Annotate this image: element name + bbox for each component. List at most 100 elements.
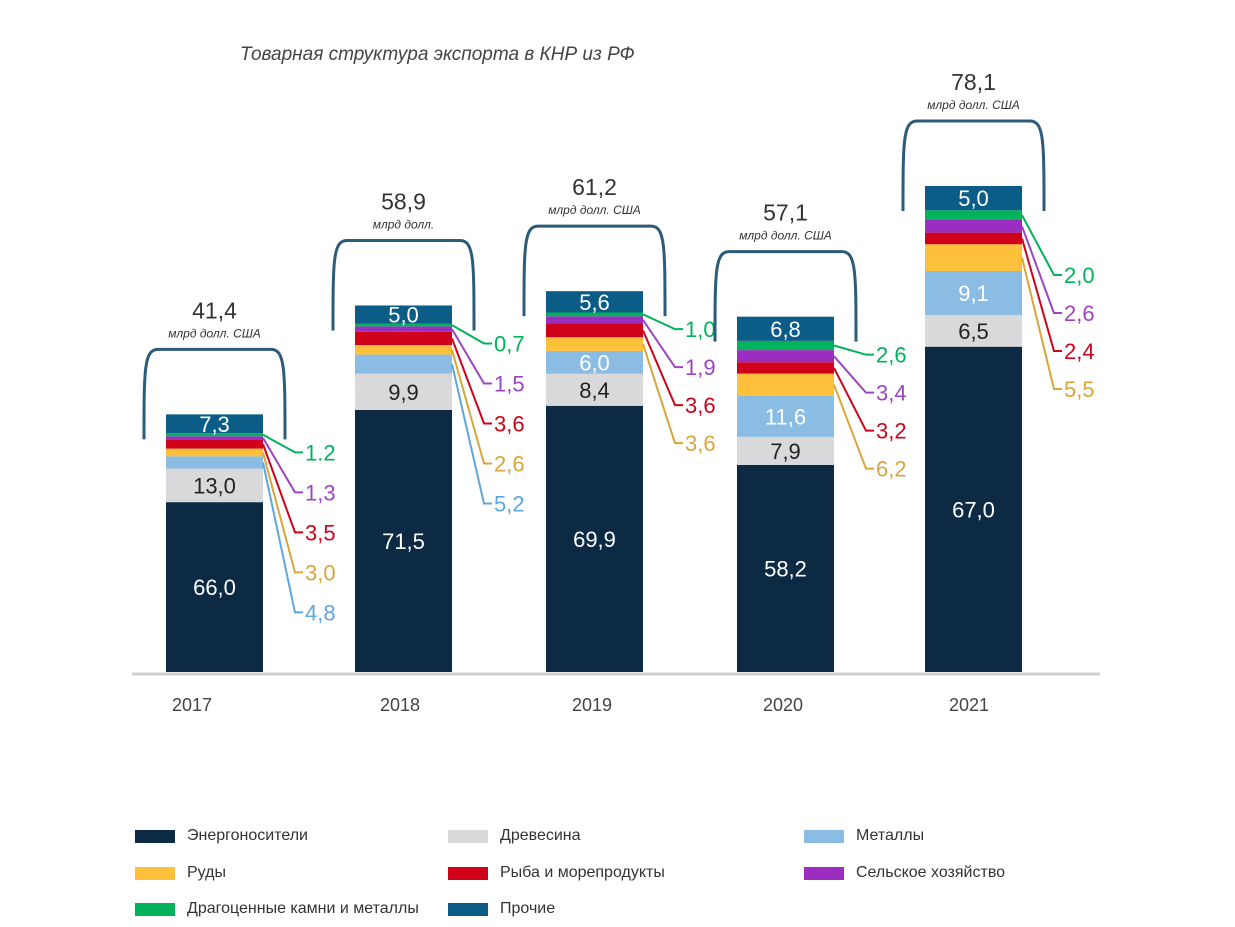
bar-segment (925, 232, 1022, 245)
x-tick-label: 2020 (763, 695, 803, 715)
callout-line (642, 313, 683, 331)
total-bracket (713, 250, 858, 342)
legend-label: Сельское хозяйство (856, 864, 1006, 881)
callout-label: 0,7 (494, 331, 525, 356)
bar-segment (925, 219, 1022, 233)
callout-label: 2,0 (1064, 263, 1095, 288)
bar-segment (737, 464, 834, 672)
legend-label: Прочие (500, 900, 556, 917)
callout-line (833, 355, 874, 394)
bar-segment (355, 409, 452, 672)
callout-label: 3,6 (685, 393, 716, 418)
total-unit: млрд долл. США (548, 203, 641, 217)
callout-label: 6,2 (876, 457, 907, 482)
callout-line (642, 343, 683, 445)
callout-label: 1,9 (685, 355, 716, 380)
x-tick-label: 2018 (380, 695, 420, 715)
total-bracket (901, 119, 1046, 212)
legend-swatch (804, 866, 844, 880)
callout-label: 2,4 (1064, 339, 1095, 364)
legend-label: Металлы (856, 827, 925, 844)
legend-swatch (135, 866, 175, 880)
callout-line (262, 437, 303, 494)
data-label: 9,1 (958, 281, 989, 306)
bar-segment (166, 433, 263, 437)
callout-label: 1,5 (494, 371, 525, 396)
bar-segment (925, 315, 1022, 347)
data-label: 69,9 (573, 527, 616, 552)
bar-segment (737, 373, 834, 396)
data-label: 8,4 (579, 378, 610, 403)
legend-item: Сельское хозяйство (804, 864, 1005, 882)
legend-label: Руды (187, 864, 226, 881)
bar-segment (355, 373, 452, 410)
callout-label: 4,8 (305, 600, 336, 625)
legend-label: Драгоценные камни и металлы (187, 900, 419, 917)
bar-segment (546, 323, 643, 338)
bar-segment (546, 350, 643, 374)
legend-swatch (448, 902, 488, 916)
total-unit: млрд долл. (373, 217, 435, 231)
data-label: 11,6 (765, 404, 806, 429)
callout-label: 3,5 (305, 520, 336, 545)
callout-label: 1,0 (685, 317, 716, 342)
callout-label: 2,6 (1064, 301, 1095, 326)
bar-segment (737, 316, 834, 341)
bar-segment (355, 345, 452, 355)
bar-segment (925, 210, 1022, 220)
bar-segment (355, 323, 452, 327)
callout-label: 3,0 (305, 560, 336, 585)
data-label: 7,3 (199, 412, 230, 437)
x-tick-label: 2019 (572, 695, 612, 715)
data-label: 13,0 (193, 473, 236, 498)
callout-label: 3,2 (876, 419, 907, 444)
bar-segment (166, 502, 263, 672)
bar-segment (546, 373, 643, 406)
legend-item: Энергоносители (135, 827, 308, 845)
data-label: 9,9 (388, 380, 419, 405)
bar-segment (737, 350, 834, 363)
total-value: 41,4 (192, 297, 237, 323)
callout-line (262, 433, 303, 454)
data-label: 5,0 (958, 186, 989, 211)
callout-line (451, 363, 492, 505)
legend-label: Рыба и морепродукты (500, 864, 665, 881)
callout-line (451, 324, 492, 345)
total-bracket (331, 238, 476, 331)
callout-line (833, 344, 874, 356)
legend-swatch (135, 829, 175, 843)
bar-segment (546, 291, 643, 313)
chart-title: Товарная структура экспорта в КНР из РФ (240, 44, 635, 65)
callout-label: 3,6 (494, 411, 525, 436)
data-label: 6,0 (579, 350, 610, 375)
data-label: 6,5 (958, 319, 989, 344)
data-label: 5,0 (388, 303, 419, 328)
callout-line (451, 349, 492, 465)
data-label: 67,0 (952, 497, 995, 522)
legend-swatch (448, 866, 488, 880)
callout-line (1021, 238, 1062, 352)
bar-segment (546, 312, 643, 317)
total-unit: млрд долл. США (927, 98, 1020, 112)
callout-label: 2,6 (876, 343, 907, 368)
bar-segment (925, 270, 1022, 316)
data-label: 6,8 (770, 317, 801, 342)
x-tick-label: 2021 (949, 695, 989, 715)
legend-item: Драгоценные камни и металлы (135, 900, 419, 918)
callout-line (642, 329, 683, 407)
callout-line (1021, 214, 1062, 276)
bar-segment (166, 456, 263, 469)
callout-line (262, 452, 303, 574)
legend-item: Прочие (448, 900, 555, 918)
callout-line (262, 462, 303, 614)
total-value: 61,2 (572, 174, 617, 200)
callout-label: 3,6 (685, 431, 716, 456)
callout-line (833, 367, 874, 432)
bar-segment (737, 436, 834, 465)
legend-item: Рыба и морепродукты (448, 864, 665, 882)
total-value: 78,1 (951, 69, 996, 95)
legend-item: Руды (135, 864, 226, 882)
data-label: 66,0 (193, 575, 236, 600)
callout-line (451, 328, 492, 385)
total-bracket (522, 224, 667, 317)
